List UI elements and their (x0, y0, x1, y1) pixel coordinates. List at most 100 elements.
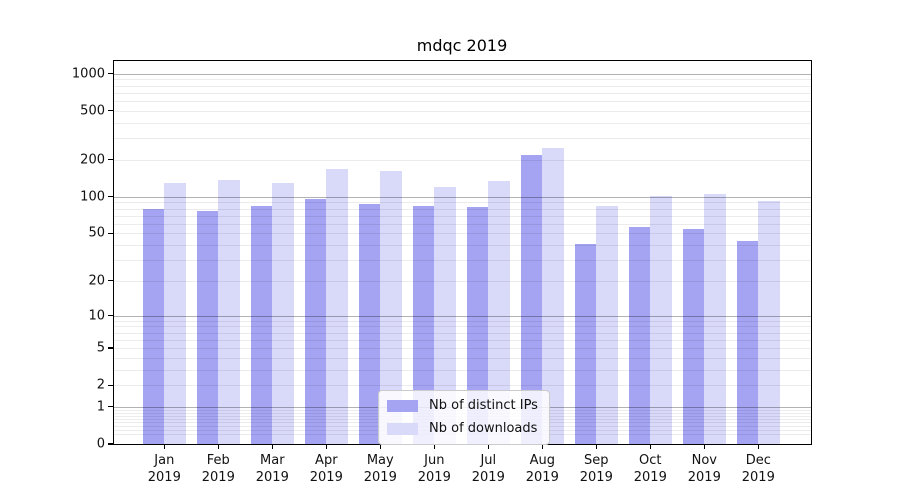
bars-layer (114, 61, 811, 444)
y-tick-label: 100 (80, 189, 105, 205)
minor-gridline (114, 215, 811, 217)
minor-gridline (114, 357, 811, 359)
minor-gridline (114, 92, 811, 94)
x-tick-label-sep: Sep 2019 (579, 453, 613, 485)
minor-gridline (114, 332, 811, 334)
bar-downloads-oct (650, 196, 672, 444)
y-tick-mark (108, 73, 113, 75)
y-tick-label: 2 (96, 377, 105, 393)
legend-row-downloads: Nb of downloads (387, 419, 538, 438)
y-tick-label: 200 (80, 152, 105, 168)
x-tick-label-jan: Jan 2019 (147, 453, 181, 485)
y-tick-label: 50 (88, 225, 105, 241)
y-tick-label: 10 (88, 308, 105, 323)
y-tick-mark (108, 110, 113, 112)
y-tick-mark (108, 314, 113, 317)
legend: Nb of distinct IPs Nb of downloads (378, 390, 550, 445)
minor-gridline (114, 326, 811, 328)
bar-downloads-mar (272, 183, 294, 444)
bar-distinct-ips-apr (304, 199, 327, 444)
legend-swatch-icon (387, 399, 418, 412)
y-tick-mark (108, 159, 113, 161)
y-tick-label: 0 (96, 436, 105, 452)
bar-downloads-jul (488, 181, 510, 444)
minor-gridline (114, 159, 811, 161)
minor-gridline (114, 260, 811, 261)
x-tick-label-nov: Nov 2019 (687, 453, 721, 485)
legend-label: Nb of distinct IPs (429, 398, 538, 413)
bar-distinct-ips-dec (736, 241, 759, 444)
x-tick-mark (541, 444, 543, 449)
gridlines-layer (114, 61, 811, 444)
minor-gridline (114, 208, 811, 210)
minor-gridline (114, 339, 811, 341)
y-tick-mark (108, 384, 113, 386)
minor-gridline (114, 245, 811, 246)
y-tick-mark (108, 196, 113, 198)
y-tick-mark (108, 232, 113, 234)
minor-gridline (114, 369, 811, 371)
legend-label: Nb of downloads (429, 421, 538, 436)
legend-row-distinct-ips: Nb of distinct IPs (387, 396, 538, 415)
bar-distinct-ips-may (358, 203, 381, 444)
bar-distinct-ips-aug (520, 154, 543, 444)
major-gridline-1000 (114, 73, 811, 75)
bar-distinct-ips-feb (196, 211, 219, 444)
bar-distinct-ips-jul (466, 207, 489, 444)
plot-area (113, 60, 812, 445)
bar-downloads-dec (758, 201, 780, 444)
x-tick-label-mar: Mar 2019 (255, 453, 289, 485)
bar-distinct-ips-jun (412, 205, 435, 444)
x-tick-mark (433, 444, 435, 449)
x-tick-label-dec: Dec 2019 (741, 453, 775, 485)
x-tick-label-may: May 2019 (363, 453, 397, 485)
minor-gridline (114, 101, 811, 103)
chart-title: mdqc 2019 (416, 36, 508, 55)
minor-gridline (114, 85, 811, 87)
x-tick-label-jun: Jun 2019 (417, 453, 451, 485)
x-tick-mark (379, 444, 381, 449)
bar-downloads-apr (326, 169, 348, 444)
y-tick-mark (108, 443, 113, 445)
minor-gridline (114, 202, 811, 204)
x-tick-mark (703, 444, 705, 449)
minor-gridline (114, 385, 811, 387)
bar-distinct-ips-jan (142, 209, 165, 444)
x-tick-label-oct: Oct 2019 (633, 453, 667, 485)
minor-gridline (114, 348, 811, 349)
bar-downloads-nov (704, 194, 726, 444)
x-tick-mark (595, 444, 597, 449)
minor-gridline (114, 223, 811, 225)
bar-downloads-jan (164, 183, 186, 444)
bar-downloads-may (380, 171, 402, 444)
y-tick-label: 1 (96, 399, 105, 415)
y-tick-label: 5 (96, 340, 105, 356)
major-gridline-100 (114, 196, 811, 198)
legend-swatch-icon (387, 422, 418, 435)
minor-gridline (114, 79, 811, 81)
bar-downloads-feb (218, 180, 240, 444)
x-tick-mark (757, 444, 759, 449)
x-tick-label-aug: Aug 2019 (525, 453, 559, 485)
bar-downloads-jun (434, 187, 456, 444)
x-tick-label-jul: Jul 2019 (471, 453, 505, 485)
bar-distinct-ips-oct (628, 227, 651, 444)
bar-distinct-ips-sep (574, 243, 597, 444)
minor-gridline (114, 320, 811, 322)
bar-distinct-ips-mar (250, 205, 273, 444)
bar-downloads-aug (542, 147, 564, 444)
x-tick-label-feb: Feb 2019 (201, 453, 235, 485)
minor-gridline (114, 280, 811, 282)
y-tick-mark (108, 347, 113, 349)
x-tick-mark (649, 444, 651, 449)
y-tick-mark (108, 280, 113, 282)
x-tick-mark (217, 444, 219, 449)
x-tick-mark (325, 444, 327, 449)
minor-gridline (114, 122, 811, 124)
y-tick-label: 20 (88, 273, 105, 289)
minor-gridline (114, 110, 811, 112)
y-tick-label: 1000 (71, 66, 105, 82)
bar-distinct-ips-nov (682, 229, 705, 444)
y-tick-label: 500 (80, 103, 105, 119)
